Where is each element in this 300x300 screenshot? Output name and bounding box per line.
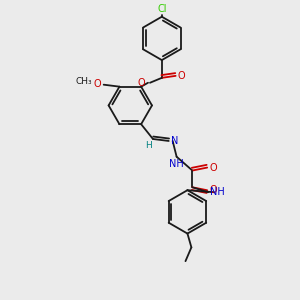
Text: NH: NH xyxy=(210,187,225,197)
Text: O: O xyxy=(178,71,185,81)
Text: CH₃: CH₃ xyxy=(75,77,92,86)
Text: N: N xyxy=(171,136,178,146)
Text: O: O xyxy=(93,79,101,89)
Text: O: O xyxy=(137,78,145,88)
Text: H: H xyxy=(145,141,152,150)
Text: O: O xyxy=(209,163,217,172)
Text: O: O xyxy=(209,185,217,195)
Text: NH: NH xyxy=(169,159,184,169)
Text: Cl: Cl xyxy=(157,4,167,14)
